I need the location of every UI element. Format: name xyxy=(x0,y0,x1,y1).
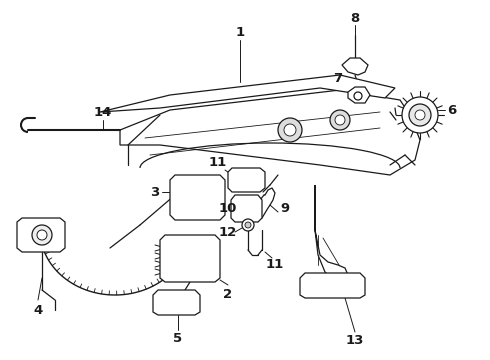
Polygon shape xyxy=(17,218,65,252)
Circle shape xyxy=(32,225,52,245)
Text: 7: 7 xyxy=(333,72,343,85)
Circle shape xyxy=(415,110,425,120)
Circle shape xyxy=(37,230,47,240)
Polygon shape xyxy=(348,87,370,103)
Text: 12: 12 xyxy=(219,225,237,239)
Circle shape xyxy=(245,222,251,228)
Text: 3: 3 xyxy=(150,185,160,198)
Polygon shape xyxy=(160,235,220,282)
Text: 9: 9 xyxy=(280,202,290,215)
Circle shape xyxy=(402,97,438,133)
Polygon shape xyxy=(315,185,348,282)
Text: 10: 10 xyxy=(219,202,237,215)
Polygon shape xyxy=(153,290,200,315)
Polygon shape xyxy=(100,75,395,112)
Text: 2: 2 xyxy=(223,288,233,302)
Circle shape xyxy=(284,124,296,136)
Polygon shape xyxy=(170,175,225,220)
Text: 4: 4 xyxy=(33,303,43,316)
Text: 5: 5 xyxy=(173,332,183,345)
Circle shape xyxy=(335,115,345,125)
Circle shape xyxy=(354,92,362,100)
Text: 11: 11 xyxy=(209,156,227,168)
Text: 13: 13 xyxy=(346,333,364,346)
Polygon shape xyxy=(300,273,365,298)
Polygon shape xyxy=(120,90,420,175)
Polygon shape xyxy=(342,58,368,75)
Circle shape xyxy=(278,118,302,142)
Polygon shape xyxy=(231,195,262,222)
Polygon shape xyxy=(228,168,265,192)
Text: 1: 1 xyxy=(235,26,245,39)
Circle shape xyxy=(330,110,350,130)
Text: 6: 6 xyxy=(447,104,457,117)
Text: 14: 14 xyxy=(94,105,112,118)
Circle shape xyxy=(409,104,431,126)
Text: 11: 11 xyxy=(266,258,284,271)
Text: 8: 8 xyxy=(350,12,360,24)
Circle shape xyxy=(242,219,254,231)
